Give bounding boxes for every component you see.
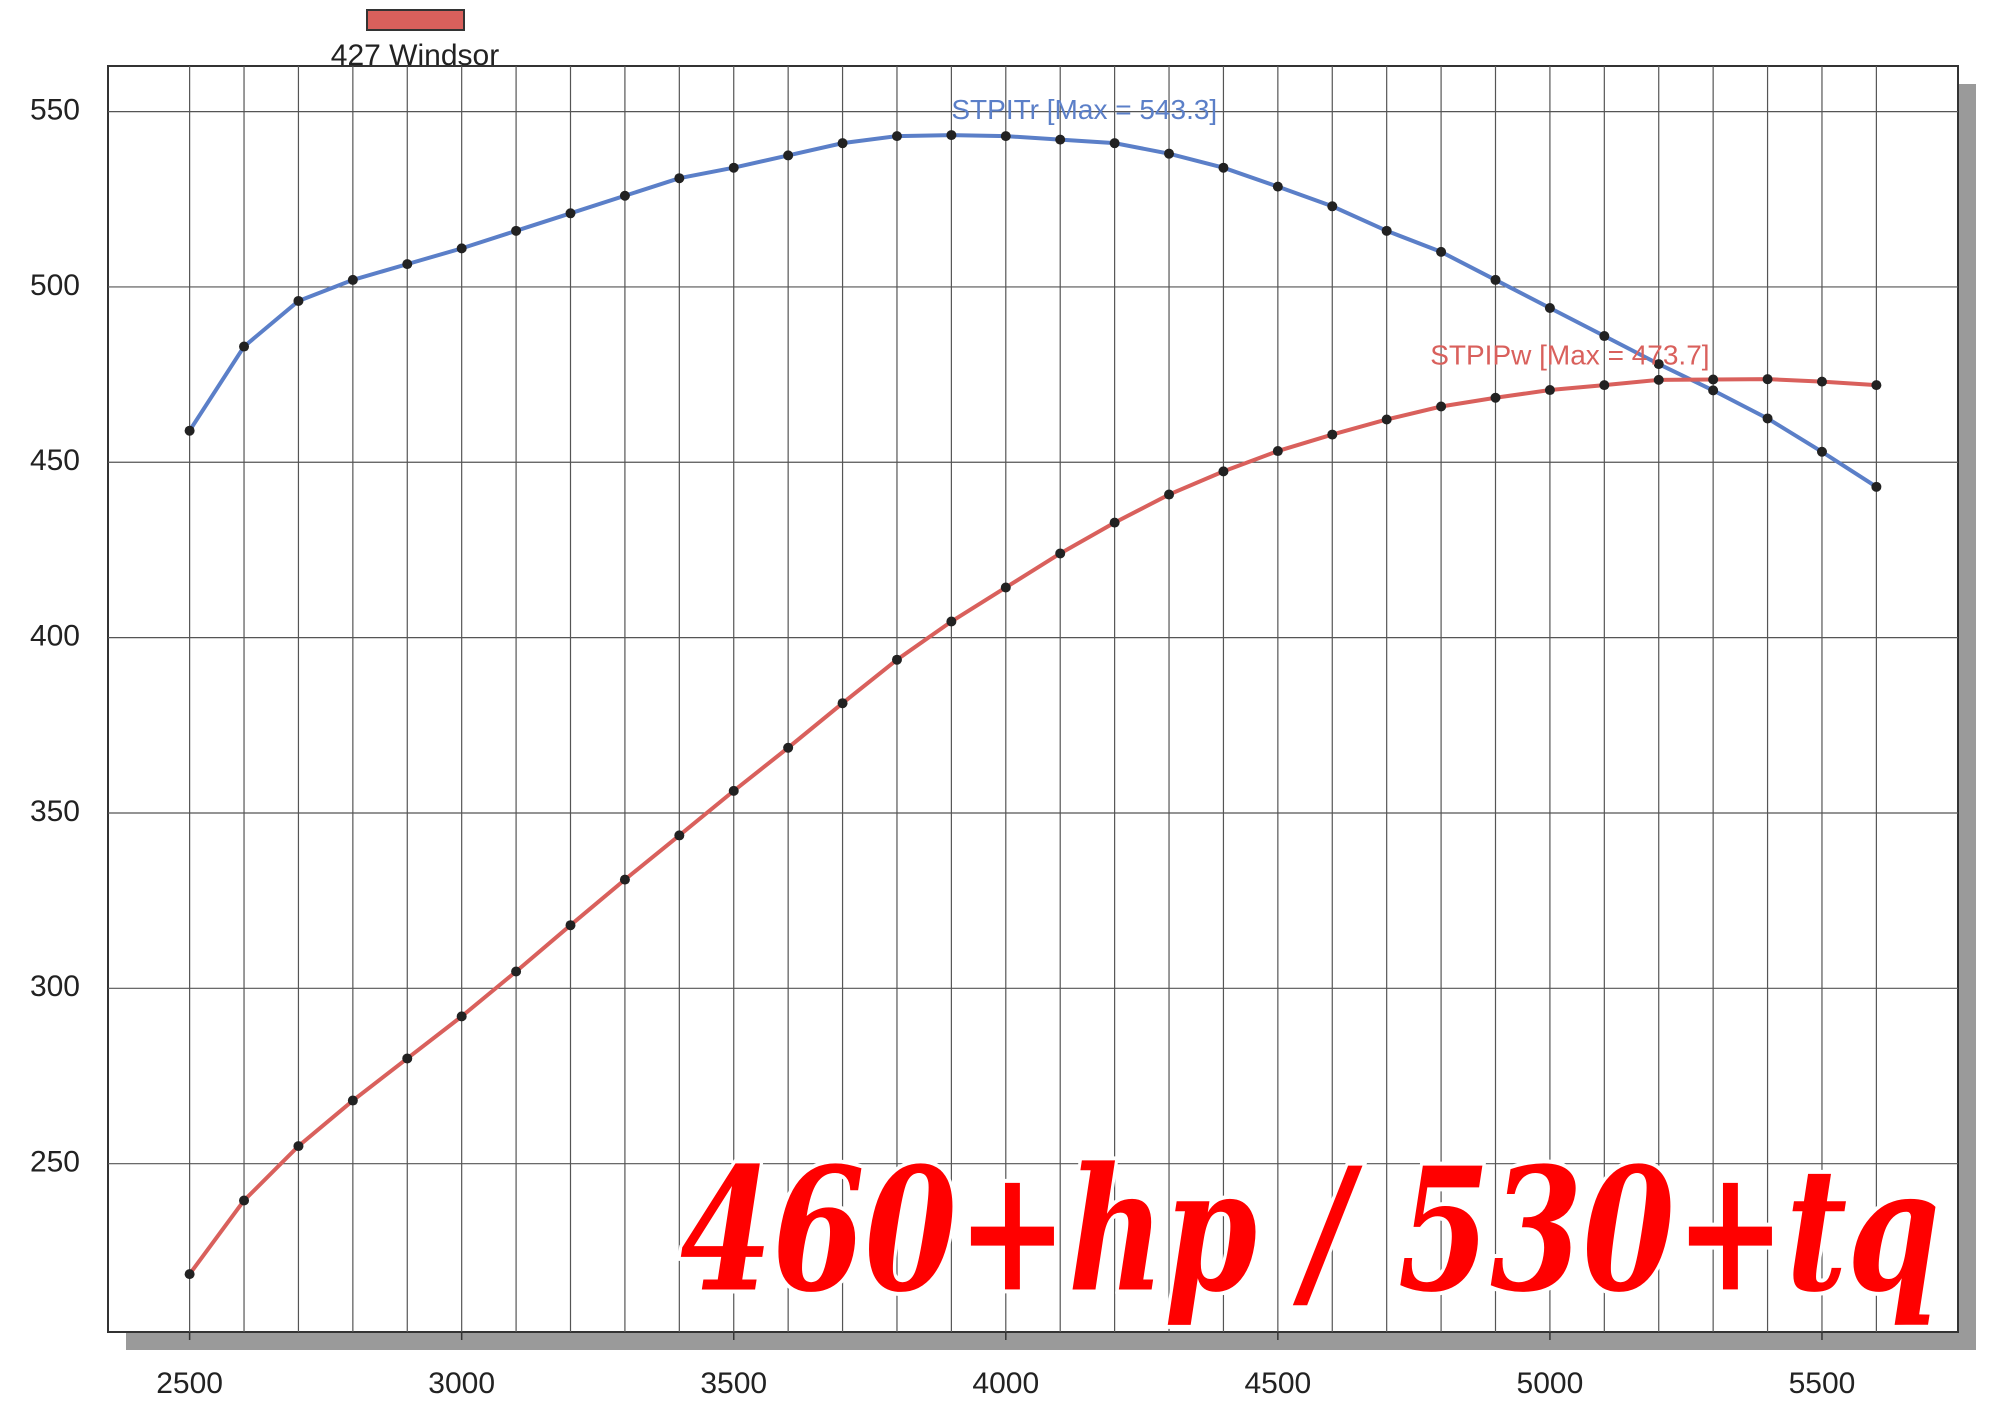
data-point (1436, 246, 1447, 257)
y-tick-label: 250 (30, 1146, 80, 1179)
plot-area (107, 65, 1959, 1333)
data-point (1436, 401, 1447, 412)
data-point (1109, 517, 1120, 528)
data-point (1816, 376, 1827, 387)
data-point (1544, 385, 1555, 396)
data-point (1381, 414, 1392, 425)
data-point (1653, 359, 1664, 370)
x-tick-label: 2500 (156, 1367, 223, 1400)
data-point (619, 190, 630, 201)
y-tick-label: 500 (30, 269, 80, 302)
series-line (187, 133, 1878, 489)
data-point (728, 162, 739, 173)
data-point (1871, 481, 1882, 492)
data-point (783, 150, 794, 161)
data-point (184, 1269, 195, 1280)
data-point (1599, 380, 1610, 391)
data-point (1816, 446, 1827, 457)
data-point (1055, 548, 1066, 559)
x-tick-label: 3500 (700, 1367, 767, 1400)
data-point (511, 966, 522, 977)
y-tick-label: 400 (30, 620, 80, 653)
data-point (1218, 162, 1229, 173)
y-tick-label: 550 (30, 94, 80, 127)
y-tick-label: 350 (30, 795, 80, 828)
data-point (293, 1141, 304, 1152)
data-point (239, 1195, 250, 1206)
data-point (837, 698, 848, 709)
data-point (1000, 131, 1011, 142)
data-point (1327, 201, 1338, 212)
data-point (1653, 374, 1664, 385)
data-point (293, 295, 304, 306)
data-point (456, 1011, 467, 1022)
data-point (1599, 331, 1610, 342)
data-point (1327, 429, 1338, 440)
data-point (402, 259, 413, 270)
data-point (837, 138, 848, 149)
data-point (1218, 466, 1229, 477)
data-point (239, 341, 250, 352)
data-point (619, 874, 630, 885)
data-point (1871, 380, 1882, 391)
data-point (1272, 446, 1283, 457)
data-point (1109, 138, 1120, 149)
data-point (347, 1095, 358, 1106)
data-point (783, 742, 794, 753)
legend-label: 427 Windsor (331, 39, 499, 72)
data-point (1490, 392, 1501, 403)
series-line (188, 377, 1877, 1276)
data-point (565, 920, 576, 931)
y-tick-label: 300 (30, 970, 80, 1003)
data-point (1708, 385, 1719, 396)
data-point (402, 1053, 413, 1064)
data-point (946, 130, 957, 141)
data-point (347, 274, 358, 285)
data-point (891, 654, 902, 665)
data-point (1762, 374, 1773, 385)
x-tick-label: 4000 (972, 1367, 1039, 1400)
overlay-text: 460+hp / 530+tq (680, 1131, 1940, 1331)
data-point (1708, 374, 1719, 385)
data-point (511, 225, 522, 236)
x-tick-label: 5000 (1517, 1367, 1584, 1400)
x-tick-label: 5500 (1789, 1367, 1856, 1400)
data-point (184, 425, 195, 436)
annotation: STPITr [Max = 543.3] (951, 94, 1217, 125)
data-point (728, 785, 739, 796)
data-point (1000, 582, 1011, 593)
data-point (674, 830, 685, 841)
x-tick-label: 4500 (1244, 1367, 1311, 1400)
data-point (565, 208, 576, 219)
data-point (1762, 413, 1773, 424)
annotation: STPIPw [Max = 473.7] (1430, 339, 1709, 370)
data-point (456, 243, 467, 254)
data-point (1272, 181, 1283, 192)
y-tick-label: 450 (30, 444, 80, 477)
data-point (1164, 148, 1175, 159)
data-point (1381, 225, 1392, 236)
legend-swatch (366, 9, 465, 31)
data-point (946, 616, 957, 627)
data-point (1544, 302, 1555, 313)
data-point (674, 173, 685, 184)
data-point (1490, 274, 1501, 285)
x-tick-label: 3000 (428, 1367, 495, 1400)
data-point (1164, 489, 1175, 500)
data-point (1055, 134, 1066, 145)
data-point (891, 131, 902, 142)
